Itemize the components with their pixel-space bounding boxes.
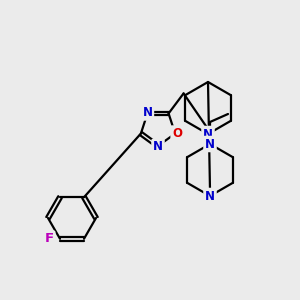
Text: N: N [142,106,152,119]
Text: N: N [205,137,215,151]
Text: N: N [203,128,213,140]
Text: F: F [44,232,54,245]
Text: N: N [205,190,215,202]
Text: N: N [153,140,163,154]
Text: O: O [172,127,182,140]
